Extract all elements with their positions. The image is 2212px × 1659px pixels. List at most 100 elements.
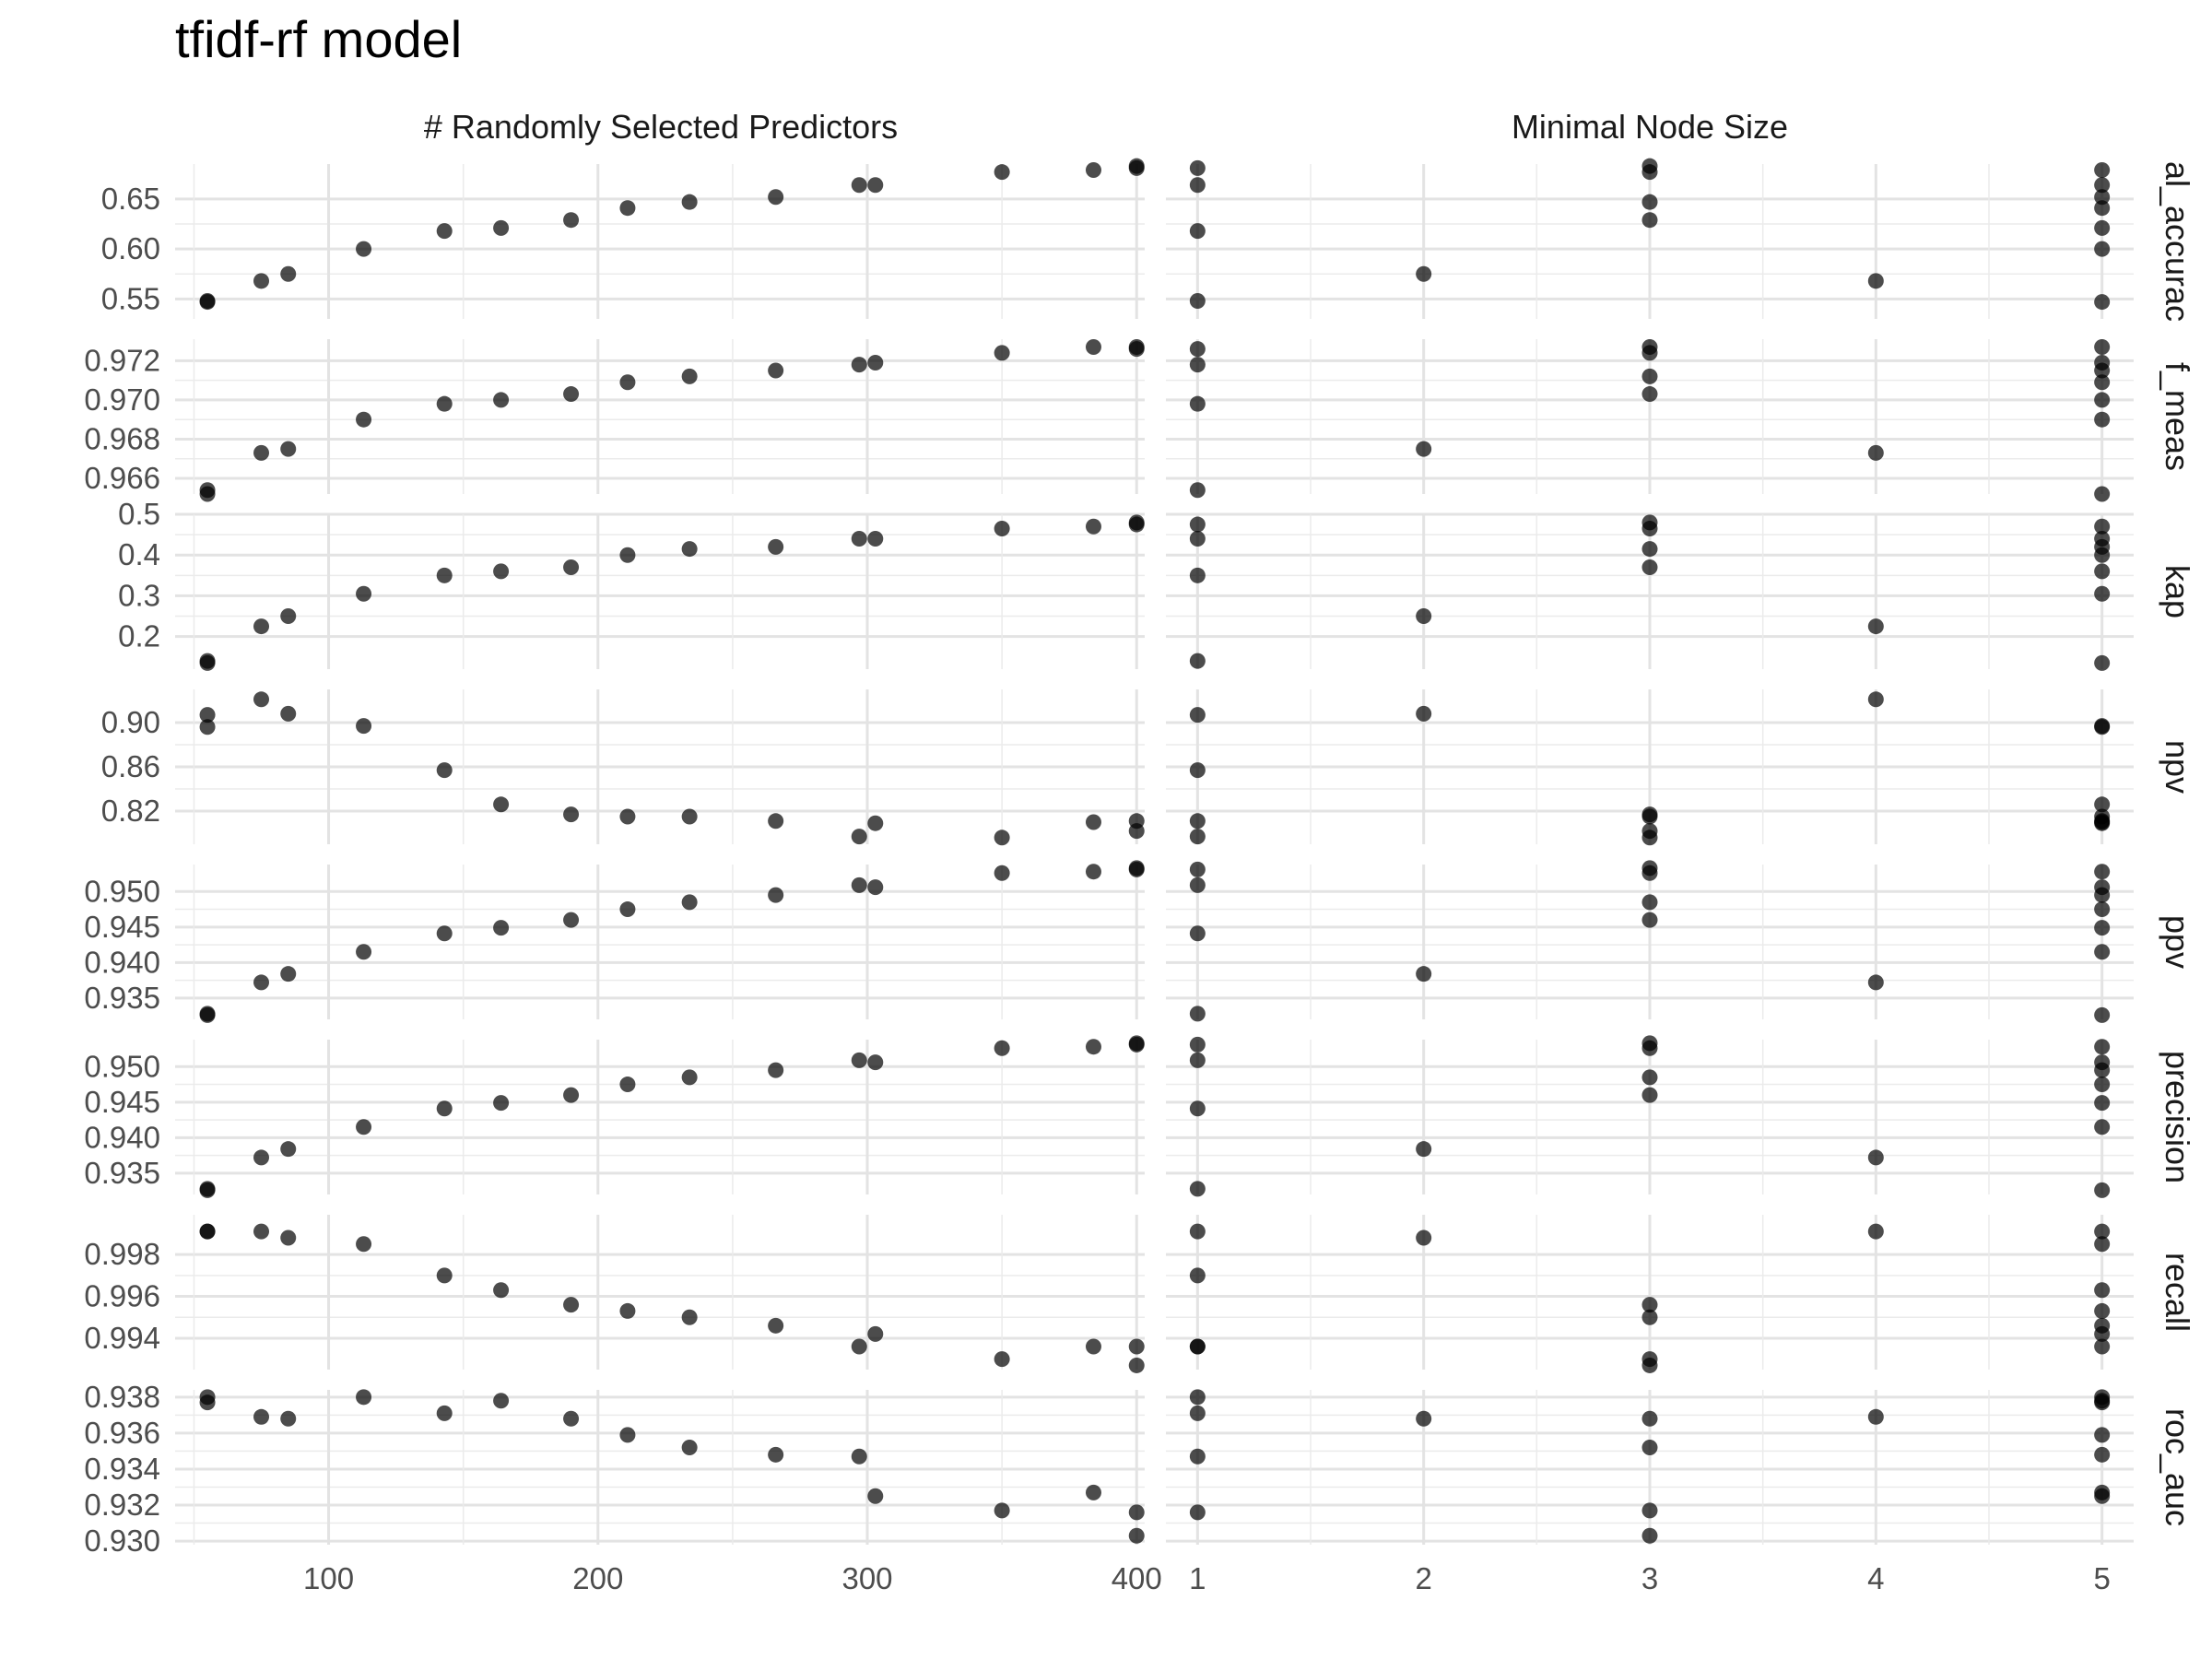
data-point bbox=[280, 1230, 297, 1246]
y-tick-label: 0.950 bbox=[84, 874, 160, 908]
data-point bbox=[2094, 1054, 2111, 1071]
row-strip-label-f-meas: f_meas bbox=[2159, 362, 2196, 471]
data-point bbox=[1128, 823, 1145, 840]
data-point bbox=[1867, 974, 1884, 991]
y-tick-label: 0.2 bbox=[118, 619, 160, 653]
data-point bbox=[2094, 901, 2111, 918]
y-tick-label: 0.4 bbox=[118, 537, 160, 571]
y-tick-label: 0.996 bbox=[84, 1279, 160, 1313]
x-tick-label: 100 bbox=[303, 1561, 354, 1595]
data-point bbox=[2094, 241, 2111, 257]
data-point bbox=[768, 189, 784, 206]
y-tick-label: 0.940 bbox=[84, 1120, 160, 1154]
data-point bbox=[867, 531, 884, 547]
data-point bbox=[851, 877, 867, 893]
data-point bbox=[1189, 357, 1206, 373]
data-point bbox=[280, 705, 297, 722]
data-point bbox=[1641, 808, 1658, 825]
panel-al_accurac-mtry: 0.55 0.60 0.65 bbox=[101, 158, 1145, 319]
data-point bbox=[356, 411, 372, 428]
data-point bbox=[867, 1325, 884, 1342]
data-point bbox=[1189, 1267, 1206, 1284]
data-point bbox=[1641, 823, 1658, 840]
data-point bbox=[768, 538, 784, 555]
data-point bbox=[436, 1267, 453, 1284]
y-tick-label: 0.968 bbox=[84, 421, 160, 455]
data-point bbox=[2094, 411, 2111, 428]
data-point bbox=[1416, 1141, 1432, 1158]
data-point bbox=[867, 815, 884, 831]
data-point bbox=[2094, 219, 2111, 236]
data-point bbox=[253, 974, 270, 991]
data-point bbox=[199, 1006, 216, 1023]
data-point bbox=[1641, 894, 1658, 911]
data-point bbox=[1416, 966, 1432, 982]
panel-kap-min-n bbox=[1166, 512, 2134, 671]
data-point bbox=[1128, 1357, 1145, 1373]
data-point bbox=[2094, 1223, 2111, 1240]
data-point bbox=[253, 691, 270, 708]
y-tick-label: 0.934 bbox=[84, 1452, 160, 1486]
y-tick-label: 0.938 bbox=[84, 1380, 160, 1414]
y-tick-label: 0.90 bbox=[101, 705, 160, 739]
y-tick-label: 0.936 bbox=[84, 1416, 160, 1450]
x-tick-label: 2 bbox=[1415, 1561, 1431, 1595]
data-point bbox=[1189, 177, 1206, 194]
data-point bbox=[356, 718, 372, 735]
data-point bbox=[768, 1062, 784, 1078]
data-point bbox=[681, 541, 698, 558]
data-point bbox=[1867, 618, 1884, 635]
data-point bbox=[619, 200, 636, 217]
data-point bbox=[1189, 1100, 1206, 1117]
data-point bbox=[1189, 1006, 1206, 1022]
data-point bbox=[253, 1223, 270, 1240]
data-point bbox=[563, 1410, 580, 1427]
data-point bbox=[851, 829, 867, 845]
data-point bbox=[1867, 1223, 1884, 1240]
data-point bbox=[2094, 1039, 2111, 1055]
data-point bbox=[1189, 1036, 1206, 1053]
data-point bbox=[493, 920, 510, 936]
data-point bbox=[851, 1448, 867, 1465]
data-point bbox=[2094, 944, 2111, 960]
data-point bbox=[2094, 1095, 2111, 1112]
data-point bbox=[280, 966, 297, 982]
data-point bbox=[2094, 654, 2111, 671]
panel-roc_auc-min-n bbox=[1166, 1389, 2134, 1545]
data-point bbox=[199, 719, 216, 735]
data-point bbox=[2094, 1325, 2111, 1342]
data-point bbox=[681, 1069, 698, 1086]
x-tick-label: 5 bbox=[2093, 1561, 2110, 1595]
panel-recall-mtry: 0.994 0.996 0.998 bbox=[84, 1215, 1145, 1373]
y-tick-label: 0.930 bbox=[84, 1524, 160, 1558]
x-tick-label: 1 bbox=[1189, 1561, 1206, 1595]
data-point bbox=[994, 1040, 1010, 1056]
y-tick-label: 0.3 bbox=[118, 578, 160, 612]
data-point bbox=[1085, 339, 1101, 356]
data-point bbox=[199, 1394, 216, 1411]
data-point bbox=[563, 559, 580, 575]
y-tick-label: 0.966 bbox=[84, 461, 160, 495]
data-point bbox=[1641, 912, 1658, 928]
data-point bbox=[851, 1338, 867, 1355]
y-tick-label: 0.998 bbox=[84, 1237, 160, 1271]
data-point bbox=[493, 392, 510, 408]
data-point bbox=[994, 830, 1010, 846]
data-point bbox=[1641, 1309, 1658, 1325]
data-point bbox=[1085, 864, 1101, 880]
y-tick-label: 0.935 bbox=[84, 1156, 160, 1190]
data-point bbox=[681, 894, 698, 911]
data-point bbox=[1189, 925, 1206, 942]
x-tick-label: 300 bbox=[841, 1561, 892, 1595]
data-point bbox=[1085, 814, 1101, 830]
data-point bbox=[619, 901, 636, 918]
data-point bbox=[1416, 441, 1432, 457]
data-point bbox=[1641, 386, 1658, 403]
data-point bbox=[2094, 392, 2111, 408]
data-point bbox=[768, 813, 784, 830]
y-tick-label: 0.935 bbox=[84, 981, 160, 1015]
data-point bbox=[851, 177, 867, 194]
data-point bbox=[493, 563, 510, 580]
data-point bbox=[1128, 860, 1145, 877]
